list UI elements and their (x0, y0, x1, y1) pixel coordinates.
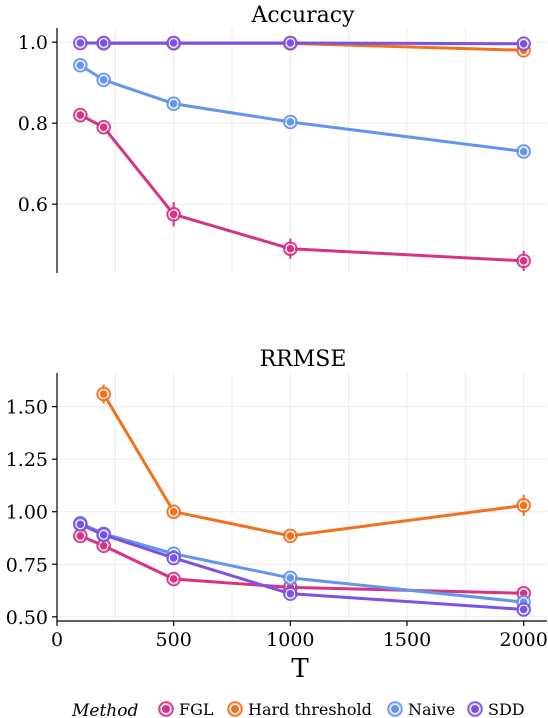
accuracy-series-line-naive (78, 63, 526, 154)
legend-label-hard-threshold: Hard threshold (248, 700, 372, 718)
rrmse-y-tick-label: 1.50 (6, 397, 48, 419)
rrmse-x-tick-label: 2000 (499, 629, 547, 651)
accuracy-title: Accuracy (250, 3, 355, 28)
accuracy-point-fgl (75, 110, 86, 120)
legend-label-sdd: SDD (488, 700, 525, 718)
accuracy-point-fgl (285, 243, 296, 254)
rrmse-point-naive (285, 573, 296, 583)
rrmse-x-tick-label: 0 (51, 629, 63, 651)
rrmse-point-hard-threshold (168, 506, 179, 517)
rrmse-point-hard-threshold (285, 531, 296, 541)
rrmse-point-sdd (518, 604, 529, 615)
rrmse-point-fgl (98, 540, 109, 551)
accuracy-point-sdd (168, 38, 179, 48)
accuracy-point-naive (98, 75, 109, 85)
accuracy-point-naive (518, 146, 529, 157)
rrmse-y-tick-label: 0.50 (6, 607, 48, 629)
rrmse-y-tick-label: 1.25 (6, 449, 48, 471)
rrmse-point-hard-threshold (518, 500, 529, 511)
accuracy-series-line-sdd (78, 41, 526, 46)
rrmse-point-sdd (75, 519, 86, 530)
accuracy-point-sdd (75, 38, 86, 48)
accuracy-y-tick-label: 0.8 (18, 113, 48, 135)
rrmse-x-tick-label: 1500 (383, 629, 431, 651)
legend-title: Method (71, 701, 138, 718)
accuracy-point-naive (168, 98, 179, 109)
rrmse-x-tick-label: 1000 (266, 629, 314, 651)
rrmse-series-line-hard-threshold (102, 392, 526, 538)
rrmse-point-fgl (168, 574, 179, 584)
accuracy-y-tick-label: 0.6 (18, 194, 48, 216)
rrmse-x-tick-label: 500 (156, 629, 192, 651)
rrmse-panel: 0.50 0.75 1.00 1.25 1.50 0 500 1000 1500 2000 (6, 373, 548, 651)
accuracy-point-fgl (98, 122, 109, 133)
legend-label-naive: Naive (408, 700, 455, 718)
legend-key-naive (390, 704, 400, 714)
legend-key-fgl (161, 704, 171, 714)
accuracy-panel: 0.6 0.8 1.0 (18, 28, 547, 273)
accuracy-point-fgl (518, 256, 529, 266)
accuracy-point-sdd (518, 38, 529, 49)
legend-label-fgl: FGL (179, 700, 214, 718)
x-axis-title: T (291, 654, 309, 684)
legend: Method FGL Hard threshold Naive SDD (71, 700, 525, 718)
accuracy-point-fgl (168, 209, 179, 220)
rrmse-y-tick-label: 1.00 (6, 502, 48, 524)
accuracy-point-sdd (98, 38, 109, 48)
legend-key-sdd (470, 704, 480, 714)
accuracy-point-naive (75, 60, 86, 71)
rrmse-point-fgl (75, 531, 86, 541)
rrmse-y-tick-label: 0.75 (6, 554, 48, 576)
rrmse-point-sdd (285, 588, 296, 599)
rrmse-title: RRMSE (260, 347, 347, 372)
accuracy-point-sdd (285, 38, 296, 48)
rrmse-point-sdd (98, 530, 109, 540)
legend-key-hard-threshold (230, 704, 240, 714)
accuracy-y-tick-label: 1.0 (18, 32, 48, 54)
rrmse-point-hard-threshold (98, 389, 109, 399)
rrmse-point-sdd (168, 553, 179, 563)
accuracy-series-line-fgl (78, 113, 526, 263)
accuracy-point-naive (285, 117, 296, 127)
